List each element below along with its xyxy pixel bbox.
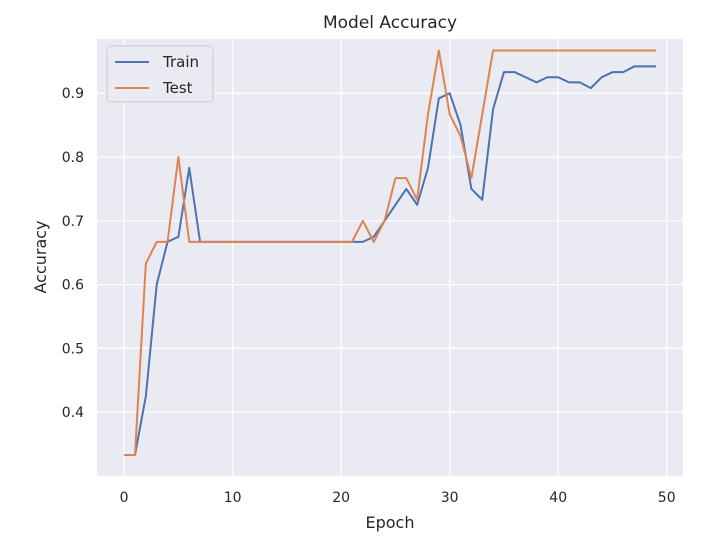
y-axis-label: Accuracy xyxy=(31,220,50,293)
x-tick-label: 40 xyxy=(549,490,567,506)
legend-label-test: Test xyxy=(162,79,193,97)
y-tick-label: 0.7 xyxy=(62,214,84,230)
y-tick-label: 0.4 xyxy=(62,405,84,421)
plot-area xyxy=(97,39,683,476)
x-tick-label: 20 xyxy=(332,490,350,506)
series-lines xyxy=(124,49,656,456)
legend: Train Test xyxy=(106,45,214,103)
y-tick-label: 0.8 xyxy=(62,150,84,166)
x-axis-label: Epoch xyxy=(366,513,415,532)
y-tick-labels: 0.4 0.5 0.6 0.7 0.8 0.9 xyxy=(62,86,84,421)
y-tick-label: 0.6 xyxy=(62,278,84,294)
x-tick-label: 0 xyxy=(120,490,129,506)
series-line-test xyxy=(124,49,656,456)
x-tick-labels: 0 10 20 30 40 50 xyxy=(120,490,676,506)
y-tick-label: 0.5 xyxy=(62,341,84,357)
chart-title: Model Accuracy xyxy=(323,13,457,33)
x-tick-label: 30 xyxy=(441,490,459,506)
x-tick-label: 10 xyxy=(224,490,242,506)
y-tick-label: 0.9 xyxy=(62,86,84,102)
x-tick-label: 50 xyxy=(658,490,676,506)
legend-label-train: Train xyxy=(162,53,199,71)
